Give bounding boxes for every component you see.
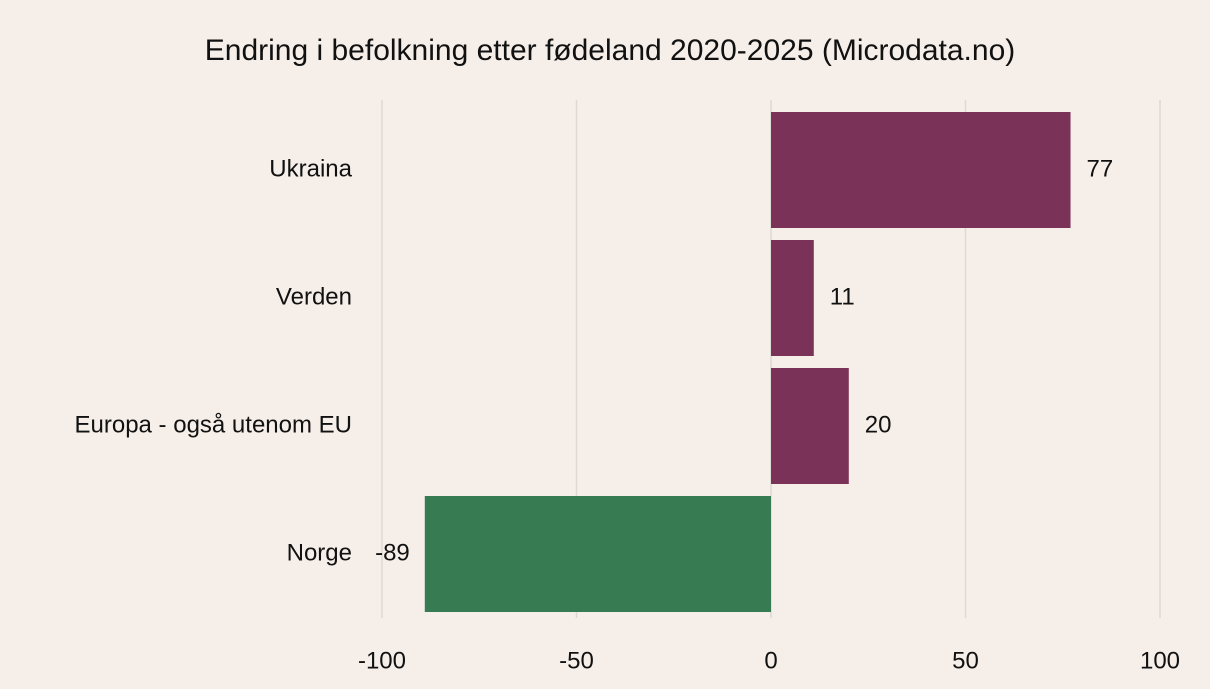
x-tick-label: -100: [358, 647, 406, 674]
chart-title: Endring i befolkning etter fødeland 2020…: [205, 34, 1016, 67]
x-tick-label: 50: [952, 647, 979, 674]
x-tick-label: 100: [1140, 647, 1180, 674]
x-tick-label: -50: [559, 647, 594, 674]
category-label: Europa - også utenom EU: [75, 411, 353, 438]
value-label: 77: [1087, 155, 1114, 182]
value-label: 20: [865, 411, 892, 438]
bar: [424, 496, 771, 612]
value-label: 11: [830, 283, 855, 310]
category-label: Verden: [276, 283, 352, 310]
bar: [771, 240, 814, 356]
bar: [771, 368, 849, 484]
x-tick-label: 0: [764, 647, 777, 674]
bar: [771, 112, 1071, 228]
category-label: Ukraina: [269, 155, 352, 182]
category-label: Norge: [287, 539, 352, 566]
value-label: -89: [375, 539, 410, 566]
